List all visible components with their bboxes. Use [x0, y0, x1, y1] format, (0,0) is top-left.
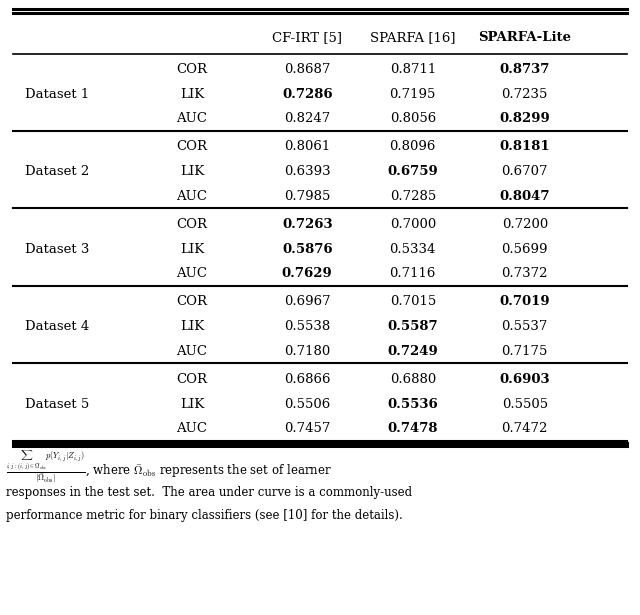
Text: 0.5334: 0.5334	[390, 242, 436, 256]
Text: Dataset 2: Dataset 2	[26, 165, 90, 178]
Text: 0.7000: 0.7000	[390, 218, 436, 231]
Text: 0.6967: 0.6967	[284, 295, 330, 309]
Text: 0.7286: 0.7286	[282, 87, 333, 101]
Text: 0.8056: 0.8056	[390, 112, 436, 125]
Text: 0.7235: 0.7235	[502, 87, 548, 101]
Text: AUC: AUC	[177, 112, 207, 125]
Text: 0.7195: 0.7195	[390, 87, 436, 101]
Text: COR: COR	[177, 373, 207, 386]
Text: 0.5699: 0.5699	[502, 242, 548, 256]
Text: AUC: AUC	[177, 267, 207, 280]
Text: 0.8061: 0.8061	[284, 140, 330, 154]
Text: 0.8247: 0.8247	[284, 112, 330, 125]
Text: LIK: LIK	[180, 397, 204, 411]
Text: SPARFA [16]: SPARFA [16]	[370, 31, 456, 44]
Text: $\frac{\sum_{i,j:\,(i,j)\in\bar{\Omega}_{\mathrm{obs}}} p(Y_{i,j}|Z_{i,j})}{|\ba: $\frac{\sum_{i,j:\,(i,j)\in\bar{\Omega}_…	[6, 448, 332, 485]
Text: 0.6903: 0.6903	[499, 373, 550, 386]
Text: 0.6393: 0.6393	[284, 165, 330, 178]
Text: 0.8711: 0.8711	[390, 63, 436, 76]
Text: 0.8687: 0.8687	[284, 63, 330, 76]
Text: 0.6866: 0.6866	[284, 373, 330, 386]
Text: 0.7629: 0.7629	[282, 267, 333, 280]
Text: AUC: AUC	[177, 344, 207, 358]
Text: 0.7478: 0.7478	[388, 422, 438, 435]
Text: 0.8181: 0.8181	[499, 140, 550, 154]
Text: LIK: LIK	[180, 320, 204, 333]
Text: LIK: LIK	[180, 242, 204, 256]
Text: AUC: AUC	[177, 189, 207, 203]
Text: performance metric for binary classifiers (see [10] for the details).: performance metric for binary classifier…	[6, 509, 403, 522]
Text: 0.6707: 0.6707	[502, 165, 548, 178]
Text: 0.5538: 0.5538	[284, 320, 330, 333]
Text: 0.7200: 0.7200	[502, 218, 548, 231]
Text: 0.7249: 0.7249	[387, 344, 438, 358]
Text: SPARFA-Lite: SPARFA-Lite	[478, 31, 572, 44]
Text: 0.5506: 0.5506	[284, 397, 330, 411]
Text: COR: COR	[177, 218, 207, 231]
Text: Dataset 5: Dataset 5	[26, 397, 90, 411]
Text: 0.5537: 0.5537	[502, 320, 548, 333]
Text: Dataset 4: Dataset 4	[26, 320, 90, 333]
Text: 0.7019: 0.7019	[499, 295, 550, 309]
Text: 0.7263: 0.7263	[282, 218, 333, 231]
Text: COR: COR	[177, 140, 207, 154]
Text: 0.5536: 0.5536	[387, 397, 438, 411]
Text: 0.7457: 0.7457	[284, 422, 330, 435]
Text: 0.8096: 0.8096	[390, 140, 436, 154]
Text: 0.7175: 0.7175	[502, 344, 548, 358]
Text: 0.7285: 0.7285	[390, 189, 436, 203]
Text: 0.7015: 0.7015	[390, 295, 436, 309]
Text: 0.7372: 0.7372	[502, 267, 548, 280]
Text: LIK: LIK	[180, 165, 204, 178]
Text: COR: COR	[177, 63, 207, 76]
Text: Dataset 3: Dataset 3	[26, 242, 90, 256]
Text: 0.6759: 0.6759	[387, 165, 438, 178]
Text: 0.5587: 0.5587	[387, 320, 438, 333]
Text: CF-IRT [5]: CF-IRT [5]	[272, 31, 342, 44]
Text: 0.5876: 0.5876	[282, 242, 333, 256]
Text: COR: COR	[177, 295, 207, 309]
Text: 0.8299: 0.8299	[499, 112, 550, 125]
Text: 0.7985: 0.7985	[284, 189, 330, 203]
Text: 0.7180: 0.7180	[284, 344, 330, 358]
Text: 0.8047: 0.8047	[500, 189, 550, 203]
Text: 0.8737: 0.8737	[500, 63, 550, 76]
Text: LIK: LIK	[180, 87, 204, 101]
Text: AUC: AUC	[177, 422, 207, 435]
Text: 0.5505: 0.5505	[502, 397, 548, 411]
Text: Dataset 1: Dataset 1	[26, 87, 90, 101]
Text: 0.7116: 0.7116	[390, 267, 436, 280]
Text: 0.7472: 0.7472	[502, 422, 548, 435]
Text: 0.6880: 0.6880	[390, 373, 436, 386]
Text: responses in the test set.  The area under curve is a commonly-used: responses in the test set. The area unde…	[6, 485, 413, 499]
